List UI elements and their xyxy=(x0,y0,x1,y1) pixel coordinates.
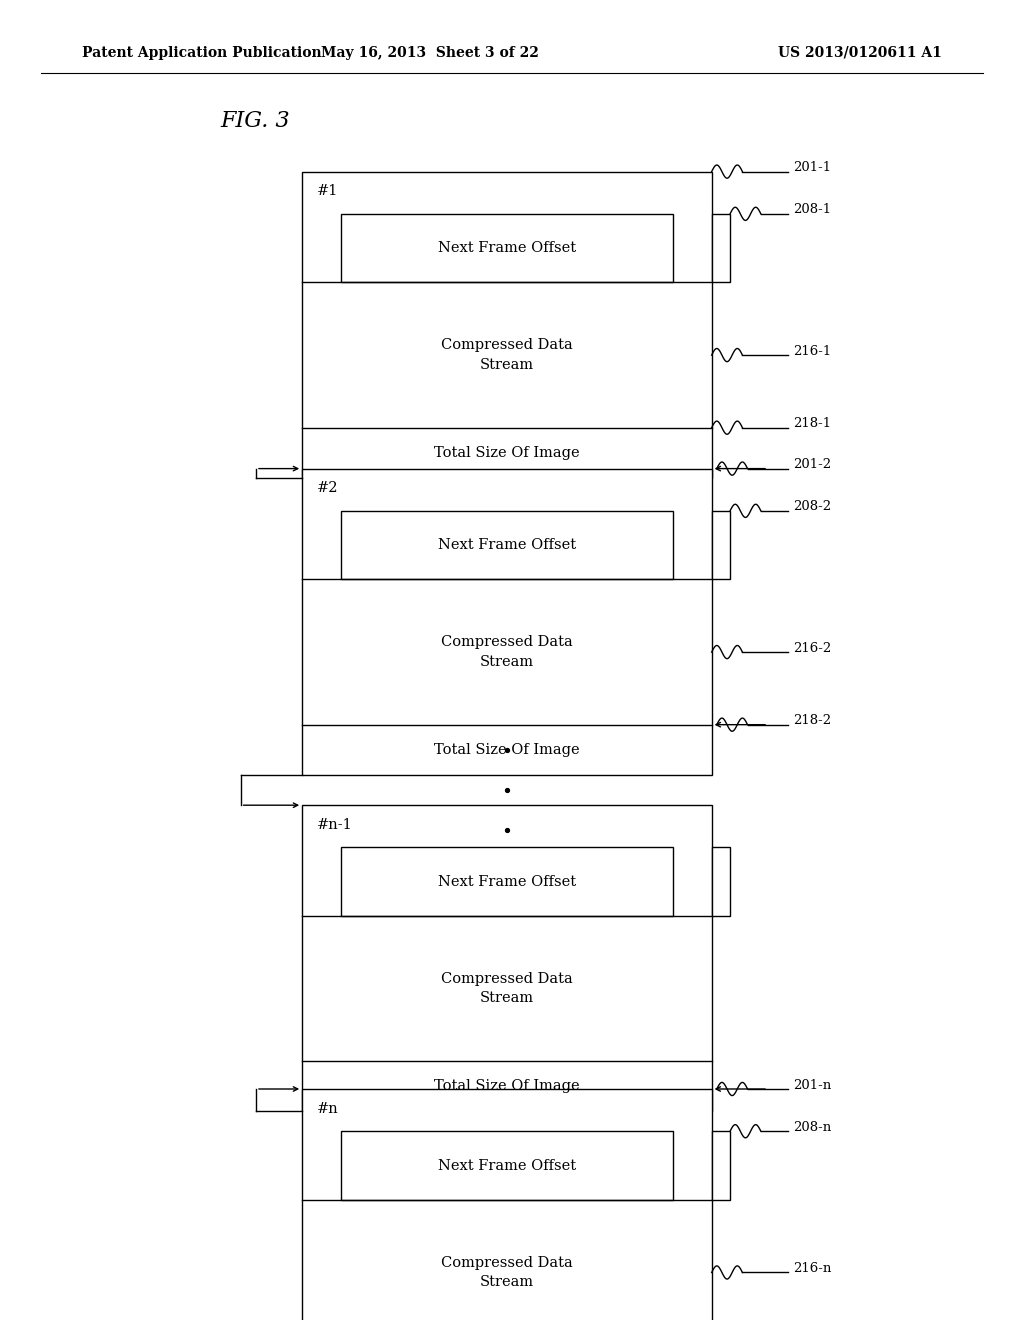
Bar xyxy=(712,847,730,916)
Text: 201-1: 201-1 xyxy=(794,161,831,174)
Text: Compressed Data
Stream: Compressed Data Stream xyxy=(441,635,572,669)
Text: #n: #n xyxy=(316,1102,338,1115)
Text: Next Frame Offset: Next Frame Offset xyxy=(438,539,575,552)
Bar xyxy=(712,1131,730,1200)
Text: #1: #1 xyxy=(316,185,338,198)
Bar xyxy=(302,805,712,1111)
Text: FIG. 3: FIG. 3 xyxy=(220,111,290,132)
Bar xyxy=(341,511,673,579)
Text: 208-n: 208-n xyxy=(794,1121,831,1134)
Text: 208-2: 208-2 xyxy=(794,500,831,513)
Text: Total Size Of Image: Total Size Of Image xyxy=(434,1080,580,1093)
Bar xyxy=(712,214,730,282)
Text: May 16, 2013  Sheet 3 of 22: May 16, 2013 Sheet 3 of 22 xyxy=(322,46,539,59)
Text: Compressed Data
Stream: Compressed Data Stream xyxy=(441,338,572,372)
Bar xyxy=(341,847,673,916)
Text: #n-1: #n-1 xyxy=(316,818,352,832)
Text: 208-1: 208-1 xyxy=(794,203,831,216)
Text: 201-n: 201-n xyxy=(794,1078,831,1092)
Bar xyxy=(712,511,730,579)
Bar xyxy=(302,172,712,478)
Text: Next Frame Offset: Next Frame Offset xyxy=(438,1159,575,1172)
Bar xyxy=(341,1131,673,1200)
Text: Total Size Of Image: Total Size Of Image xyxy=(434,446,580,459)
Bar xyxy=(341,214,673,282)
Text: US 2013/0120611 A1: US 2013/0120611 A1 xyxy=(778,46,942,59)
Text: Compressed Data
Stream: Compressed Data Stream xyxy=(441,972,572,1006)
Text: 216-1: 216-1 xyxy=(794,345,831,358)
Text: Patent Application Publication: Patent Application Publication xyxy=(82,46,322,59)
Text: 218-2: 218-2 xyxy=(794,714,831,727)
Text: 201-2: 201-2 xyxy=(794,458,831,471)
Text: 216-n: 216-n xyxy=(794,1262,831,1275)
Bar xyxy=(302,469,712,775)
Text: 216-2: 216-2 xyxy=(794,642,831,655)
Text: 218-1: 218-1 xyxy=(794,417,831,430)
Bar xyxy=(302,1089,712,1320)
Text: #2: #2 xyxy=(316,482,338,495)
Text: Compressed Data
Stream: Compressed Data Stream xyxy=(441,1255,572,1290)
Text: Total Size Of Image: Total Size Of Image xyxy=(434,743,580,756)
Text: Next Frame Offset: Next Frame Offset xyxy=(438,242,575,255)
Text: Next Frame Offset: Next Frame Offset xyxy=(438,875,575,888)
